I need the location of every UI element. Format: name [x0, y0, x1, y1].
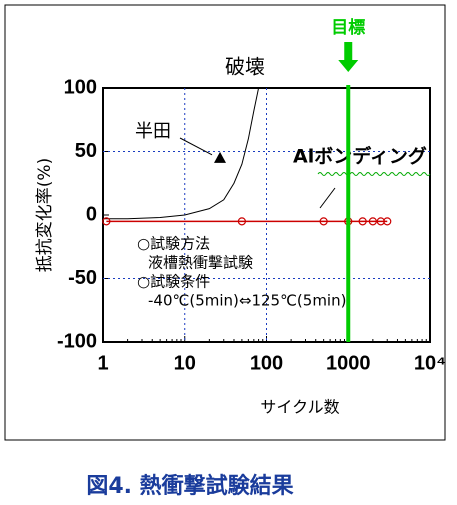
- y-tick-label: -100: [57, 330, 97, 352]
- y-axis-label: 抵抗変化率(%): [35, 158, 55, 272]
- data-point: [319, 217, 328, 226]
- target-label: 目標: [331, 17, 365, 38]
- condition-text: ○試験方法: [137, 235, 210, 253]
- chart-title: 破壊: [225, 55, 265, 79]
- y-tick-label: 0: [86, 203, 97, 225]
- x-tick-label: 10⁴: [414, 352, 446, 374]
- condition-text: -40℃(5min)⇔125℃(5min): [148, 292, 346, 310]
- x-tick-label: 10: [174, 352, 196, 374]
- y-tick-label: -50: [68, 267, 97, 289]
- underline: [317, 172, 431, 176]
- y-tick-label: 100: [64, 76, 97, 98]
- target-arrow: [338, 42, 359, 72]
- data-point: [383, 217, 392, 226]
- data-point: [237, 217, 246, 226]
- x-tick-label: 1000: [326, 352, 371, 374]
- series-line: [103, 87, 260, 220]
- condition-text: 液槽熱衝撃試験: [148, 254, 253, 272]
- condition-text: ○試験条件: [137, 273, 210, 291]
- caption: 図4. 熱衝撃試験結果: [86, 473, 293, 499]
- x-axis-label: サイクル数: [260, 398, 339, 417]
- arrow: [179, 137, 213, 156]
- frame: [4, 4, 446, 441]
- legend-label: Alボンディング: [293, 145, 427, 168]
- legend-label: 半田: [135, 121, 171, 142]
- arrow: [319, 187, 336, 209]
- data-point: [368, 217, 377, 226]
- marker: [214, 151, 227, 163]
- data-point: [102, 217, 111, 226]
- data-point: [358, 217, 367, 226]
- x-tick-label: 100: [250, 352, 283, 374]
- y-tick-label: 50: [75, 140, 97, 162]
- x-tick-label: 1: [97, 352, 108, 374]
